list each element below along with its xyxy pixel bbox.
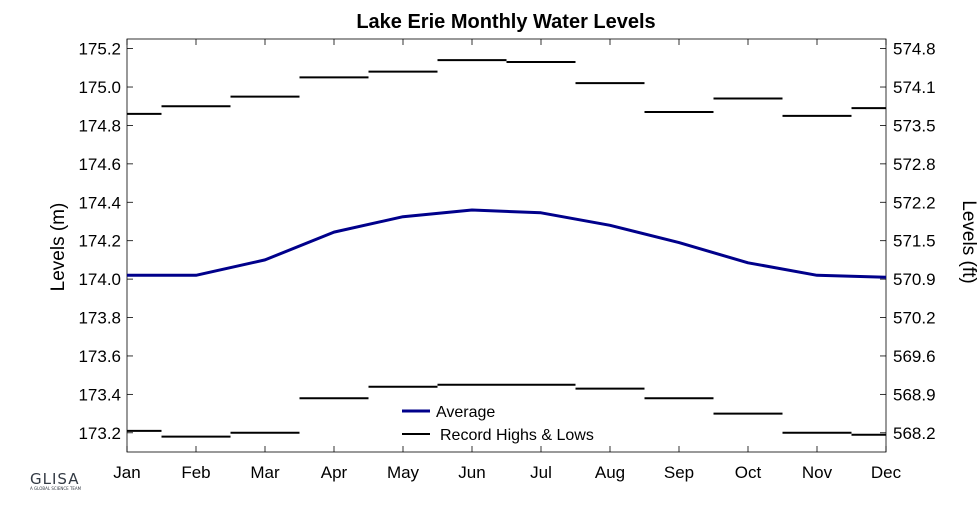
glisa-logo: GLISA A GLOBAL SCIENCE TEAM bbox=[30, 470, 82, 491]
y-left-tick-label: 174.2 bbox=[78, 232, 121, 251]
y-right-tick-label: 574.1 bbox=[893, 78, 936, 97]
y-left-tick-label: 174.6 bbox=[78, 155, 121, 174]
y-axis-left: 173.2 173.4 173.6 173.8 174.0 174.2 174.4 174.6… bbox=[78, 40, 133, 443]
x-tick-label: Apr bbox=[321, 463, 348, 482]
y-left-tick-label: 175.0 bbox=[78, 78, 121, 97]
x-tick-label: Nov bbox=[802, 463, 833, 482]
chart-title: Lake Erie Monthly Water Levels bbox=[356, 11, 655, 33]
x-tick-label: Oct bbox=[735, 463, 762, 482]
x-tick-label: Sep bbox=[664, 463, 694, 482]
y-axis-right: 568.2 568.9 569.6 570.2 570.9 571.5 572.2 572.8… bbox=[880, 40, 936, 443]
y-axis-right-title: Levels (ft) bbox=[958, 200, 979, 283]
logo-text: GLISA bbox=[30, 470, 79, 488]
y-left-tick-label: 174.0 bbox=[78, 270, 121, 289]
y-axis-left-title: Levels (m) bbox=[48, 203, 69, 292]
x-tick-label: Mar bbox=[250, 463, 280, 482]
average-line bbox=[127, 208, 887, 279]
y-right-tick-label: 569.6 bbox=[893, 347, 936, 366]
y-right-tick-label: 572.2 bbox=[893, 193, 936, 212]
y-left-tick-label: 174.4 bbox=[78, 193, 121, 212]
legend-average-label: Average bbox=[436, 404, 495, 421]
record-lines bbox=[127, 59, 886, 438]
average-line-group bbox=[127, 208, 887, 279]
y-left-tick-label: 173.4 bbox=[78, 385, 121, 404]
y-left-tick-label: 174.8 bbox=[78, 116, 121, 135]
y-left-tick-label: 173.2 bbox=[78, 424, 121, 443]
y-right-tick-label: 568.9 bbox=[893, 385, 936, 404]
y-right-tick-label: 571.5 bbox=[893, 232, 936, 251]
legend-record-label: Record Highs & Lows bbox=[440, 427, 594, 444]
x-axis: Jan Feb Mar Apr May Jun Jul Aug Sep Oct Nov Dec bbox=[113, 39, 902, 482]
plot-frame bbox=[126, 38, 887, 453]
y-right-tick-label: 574.8 bbox=[893, 40, 936, 59]
x-tick-label: Feb bbox=[181, 463, 210, 482]
x-tick-label: Aug bbox=[595, 463, 625, 482]
y-right-tick-label: 568.2 bbox=[893, 424, 936, 443]
y-left-tick-label: 173.8 bbox=[78, 309, 121, 328]
x-tick-label: Jan bbox=[113, 463, 140, 482]
legend: Average Record Highs & Lows bbox=[402, 404, 594, 444]
x-tick-label: Jun bbox=[458, 463, 485, 482]
x-tick-label: May bbox=[387, 463, 420, 482]
y-left-tick-label: 173.6 bbox=[78, 347, 121, 366]
x-tick-label: Jul bbox=[530, 463, 552, 482]
y-right-tick-label: 570.2 bbox=[893, 309, 936, 328]
y-left-tick-label: 175.2 bbox=[78, 40, 121, 59]
y-right-tick-label: 573.5 bbox=[893, 116, 936, 135]
x-tick-label: Dec bbox=[871, 463, 902, 482]
plot-border bbox=[126, 38, 887, 453]
logo-subtext: A GLOBAL SCIENCE TEAM bbox=[30, 486, 82, 491]
y-right-tick-label: 572.8 bbox=[893, 155, 936, 174]
y-right-tick-label: 570.9 bbox=[893, 270, 936, 289]
